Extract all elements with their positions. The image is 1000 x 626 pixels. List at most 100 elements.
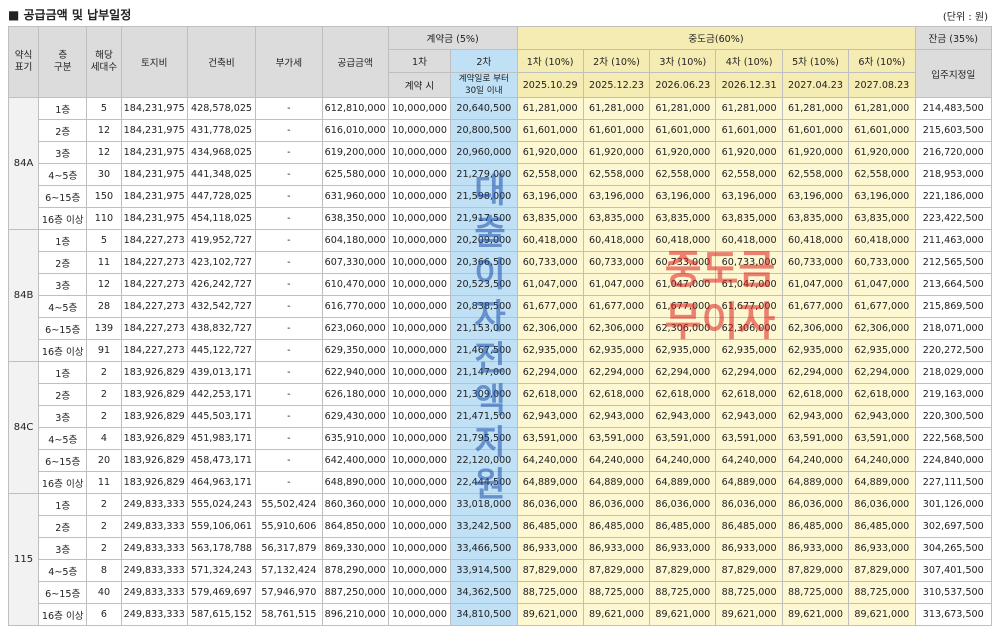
header-type: 약식 표기 <box>7 26 40 98</box>
table-cell: 184,231,975 <box>120 141 188 164</box>
table-row: 4~5층 28 184,227,273 432,542,727-616,770,000… <box>9 295 993 318</box>
table-cell: 61,920,000 <box>781 141 850 164</box>
table-cell: 4 <box>86 427 122 450</box>
table-cell: 10,000,000 <box>387 537 452 560</box>
table-cell: 63,835,000 <box>516 207 584 230</box>
table-cell: 62,618,000 <box>715 383 783 406</box>
table-cell: 64,240,000 <box>582 449 651 472</box>
table-cell: 64,889,000 <box>516 471 584 494</box>
table-cell: 61,677,000 <box>715 295 783 318</box>
table-cell: 183,926,829 <box>120 449 188 472</box>
table-cell: 88,725,000 <box>582 581 651 604</box>
table-cell: 64,240,000 <box>715 449 783 472</box>
table-cell: 63,591,000 <box>582 427 651 450</box>
table-cell: 86,933,000 <box>516 537 584 560</box>
table-cell: 184,231,975 <box>120 207 188 230</box>
table-cell: 89,621,000 <box>516 603 584 626</box>
table-cell: 16층 이상 <box>38 207 88 230</box>
table-cell: 6 <box>86 603 122 626</box>
table-cell: 60,733,000 <box>781 251 850 274</box>
table-cell: 21,279,000 <box>450 163 518 186</box>
table-row: 2층 2 183,926,829 442,253,171-626,180,000 10,… <box>9 383 993 406</box>
table-cell: 10,000,000 <box>387 317 452 340</box>
table-cell: 10,000,000 <box>387 405 452 428</box>
header-supply: 공급금액 <box>321 26 389 98</box>
table-cell: 16층 이상 <box>38 603 88 626</box>
table-cell: 21,471,500 <box>450 405 518 428</box>
table-cell: 559,106,061 <box>186 515 257 538</box>
table-cell: 61,677,000 <box>649 295 717 318</box>
table-cell: 61,281,000 <box>582 97 651 120</box>
table-row: 16층 이상 91 184,227,273 445,122,727-629,350,0… <box>9 339 993 362</box>
table-cell: 423,102,727 <box>186 251 257 274</box>
table-cell: 20,838,500 <box>450 295 518 318</box>
table-cell: 222,568,500 <box>914 427 993 450</box>
table-cell: 64,889,000 <box>649 471 717 494</box>
table-cell: 227,111,500 <box>914 471 993 494</box>
table-cell: 61,601,000 <box>516 119 584 142</box>
header-land: 토지비 <box>120 26 188 98</box>
table-cell: 150 <box>86 185 122 208</box>
table-cell: - <box>255 207 323 230</box>
table-cell: - <box>255 295 323 318</box>
table-cell: 55,502,424 <box>255 493 323 516</box>
table-cell: 62,558,000 <box>781 163 850 186</box>
table-cell: 86,036,000 <box>516 493 584 516</box>
table-cell: 622,940,000 <box>321 361 389 384</box>
table-row: 3층 2 183,926,829 445,503,171-629,430,000 10,… <box>9 405 993 428</box>
table-cell: 445,122,727 <box>186 339 257 362</box>
table-cell: 63,196,000 <box>649 185 717 208</box>
table-cell: 579,469,697 <box>186 581 257 604</box>
table-cell: 60,418,000 <box>848 229 916 252</box>
header-deposit-1: 1차 <box>387 49 452 73</box>
table-cell: 887,250,000 <box>321 581 389 604</box>
table-cell: 607,330,000 <box>321 251 389 274</box>
type-cell: 84C <box>7 361 40 494</box>
table-cell: 249,833,333 <box>120 559 188 582</box>
table-cell: 10,000,000 <box>387 493 452 516</box>
table-cell: 419,952,727 <box>186 229 257 252</box>
table-cell: 302,697,500 <box>914 515 993 538</box>
table-cell: 215,869,500 <box>914 295 993 318</box>
table-cell: 86,933,000 <box>715 537 783 560</box>
table-cell: 20,523,500 <box>450 273 518 296</box>
table-cell: 21,598,000 <box>450 185 518 208</box>
table-cell: 61,601,000 <box>715 119 783 142</box>
table-cell: 11 <box>86 471 122 494</box>
table-cell: 61,920,000 <box>516 141 584 164</box>
table-cell: 878,290,000 <box>321 559 389 582</box>
table-row: 6~15층 150 184,231,975 447,728,025-631,960,0… <box>9 185 993 208</box>
table-cell: 2 <box>86 537 122 560</box>
table-cell: 55,910,606 <box>255 515 323 538</box>
table-cell: 307,401,500 <box>914 559 993 582</box>
table-cell: 64,240,000 <box>781 449 850 472</box>
table-cell: 89,621,000 <box>781 603 850 626</box>
table-cell: 16층 이상 <box>38 471 88 494</box>
table-cell: 183,926,829 <box>120 427 188 450</box>
table-cell: 631,960,000 <box>321 185 389 208</box>
table-cell: 62,618,000 <box>649 383 717 406</box>
table-cell: 91 <box>86 339 122 362</box>
table-cell: 64,889,000 <box>715 471 783 494</box>
table-cell: 20,800,500 <box>450 119 518 142</box>
header-middle-4: 4차 (10%) <box>715 49 783 73</box>
table-cell: 454,118,025 <box>186 207 257 230</box>
table-cell: 860,360,000 <box>321 493 389 516</box>
table-cell: 87,829,000 <box>781 559 850 582</box>
table-cell: 445,503,171 <box>186 405 257 428</box>
table-cell: 61,281,000 <box>516 97 584 120</box>
header-middle-2: 2차 (10%) <box>582 49 651 73</box>
table-cell: 87,829,000 <box>516 559 584 582</box>
header-middle-1: 1차 (10%) <box>516 49 584 73</box>
table-row: 16층 이상 11 183,926,829 464,963,171-648,890,0… <box>9 471 993 494</box>
table-cell: 62,558,000 <box>649 163 717 186</box>
table-cell: 3층 <box>38 537 88 560</box>
table-cell: 10,000,000 <box>387 229 452 252</box>
table-cell: 86,933,000 <box>649 537 717 560</box>
table-cell: 61,281,000 <box>848 97 916 120</box>
table-cell: 2 <box>86 361 122 384</box>
header-deposit-2: 2차 <box>450 49 518 73</box>
table-cell: 86,485,000 <box>582 515 651 538</box>
table-cell: 61,281,000 <box>781 97 850 120</box>
table-cell: 21,147,000 <box>450 361 518 384</box>
